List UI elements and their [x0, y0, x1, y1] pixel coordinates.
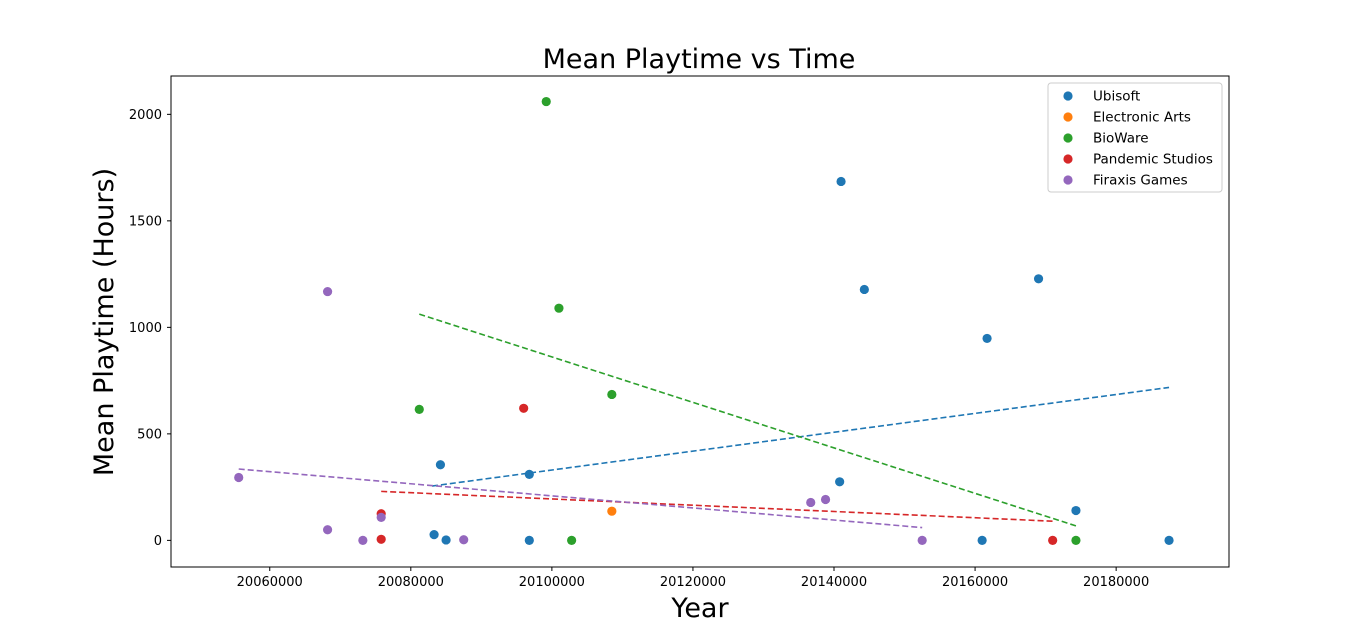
trend-line-3 — [381, 490, 1053, 523]
legend-label-0: Ubisoft — [1093, 89, 1140, 105]
data-point-0-0 — [435, 460, 446, 470]
x-axis: 20060000 20080000 20100000 20120000 20140000… — [237, 567, 1149, 590]
data-point-0-11 — [1071, 505, 1081, 516]
data-point-2-0 — [541, 96, 551, 107]
data-point-4-8 — [917, 535, 927, 545]
data-point-0-7 — [835, 477, 845, 487]
x-tick-label-3: 20120000 — [660, 575, 726, 590]
legend-marker-0 — [1063, 91, 1073, 101]
data-point-4-5 — [459, 535, 469, 545]
data-point-2-5 — [1071, 535, 1081, 545]
y-axis-label: Mean Playtime (Hours) — [89, 168, 120, 476]
legend-label-1: Electronic Arts — [1093, 110, 1191, 126]
x-tick-label-4: 20140000 — [801, 575, 867, 590]
data-point-0-12 — [1164, 535, 1174, 545]
y-tick-label-2: 1000 — [129, 321, 162, 336]
y-axis: 0 500 1000 1500 2000 — [129, 108, 171, 549]
data-point-4-1 — [322, 286, 333, 297]
plot-area — [234, 96, 1174, 545]
data-point-1-0 — [607, 506, 617, 516]
legend-marker-2 — [1063, 133, 1073, 143]
data-point-0-6 — [859, 284, 869, 295]
data-point-3-2 — [519, 403, 529, 413]
data-point-4-6 — [806, 497, 816, 508]
legend-label-3: Pandemic Studios — [1093, 152, 1213, 168]
data-point-4-2 — [322, 525, 333, 535]
data-point-0-3 — [524, 469, 534, 479]
x-tick-label-2: 20100000 — [519, 575, 585, 590]
data-point-2-2 — [414, 404, 424, 414]
data-point-0-10 — [1033, 274, 1044, 284]
data-point-0-5 — [836, 176, 846, 187]
legend-box — [1047, 82, 1223, 193]
data-point-0-1 — [429, 530, 439, 540]
data-point-4-3 — [358, 535, 368, 545]
data-point-4-0 — [234, 472, 244, 483]
data-point-2-4 — [567, 535, 577, 545]
data-point-3-1 — [376, 534, 386, 544]
data-point-0-4 — [524, 535, 534, 545]
trend-line-4 — [238, 468, 923, 529]
data-point-4-7 — [820, 494, 831, 505]
legend-marker-3 — [1063, 154, 1073, 164]
x-tick-label-5: 20160000 — [942, 575, 1008, 590]
data-point-0-2 — [441, 535, 451, 545]
data-point-4-4 — [376, 512, 386, 522]
trend-line-2 — [419, 313, 1077, 527]
data-point-3-3 — [1048, 535, 1058, 545]
legend-marker-1 — [1063, 112, 1073, 122]
legend-marker-4 — [1063, 175, 1073, 185]
data-point-2-1 — [554, 303, 564, 313]
y-tick-label-1: 500 — [137, 427, 162, 442]
x-tick-label-6: 20180000 — [1083, 575, 1149, 590]
data-point-0-8 — [982, 333, 992, 344]
data-point-2-3 — [607, 389, 617, 400]
x-axis-label: Year — [670, 593, 729, 624]
y-tick-label-4: 2000 — [129, 108, 162, 123]
plot-frame — [170, 75, 1230, 568]
y-tick-label-0: 0 — [154, 534, 162, 549]
data-point-0-9 — [977, 535, 987, 545]
x-tick-label-0: 20060000 — [237, 575, 303, 590]
y-tick-label-3: 1500 — [129, 214, 162, 229]
x-tick-label-1: 20080000 — [378, 575, 444, 590]
legend-label-2: BioWare — [1093, 131, 1149, 147]
legend-label-4: Firaxis Games — [1093, 173, 1188, 189]
chart-title: Mean Playtime vs Time — [543, 44, 856, 75]
legend: Ubisoft Electronic Arts BioWare Pandemic St… — [1047, 82, 1223, 193]
